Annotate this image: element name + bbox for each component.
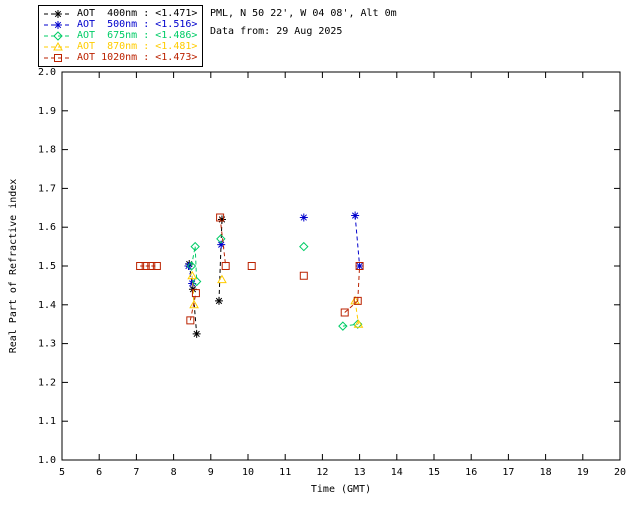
star-marker-icon [54,9,62,18]
data-point [353,296,362,305]
x-tick-label: 14 [391,467,403,478]
data-point [184,262,193,270]
y-tick-label: 1.9 [38,106,56,117]
x-tick-label: 10 [242,467,254,478]
diamond-marker-icon [53,30,63,41]
data-point [217,240,226,249]
series-line [344,300,359,313]
header-date: Data from: 29 Aug 2025 [210,26,343,37]
legend-row: AOT 870nm : <1.481> [43,41,197,52]
legend-line-sample-icon [44,53,72,62]
data-point [186,316,195,325]
data-point [216,234,226,244]
series-line [191,275,195,305]
legend-row: AOT 675nm : <1.486> [43,30,197,41]
star-marker-icon [54,20,62,29]
x-tick-label: 17 [502,467,514,478]
x-tick-label: 7 [133,467,139,478]
x-axis-label: Time (GMT) [311,484,371,495]
y-tick-label: 1.3 [38,339,56,350]
legend-label: AOT 870nm : <1.481> [77,41,198,52]
y-tick-label: 2.0 [38,67,56,78]
square-marker-icon [54,53,62,62]
series-line [342,323,358,327]
series-line [189,293,197,321]
legend-label: AOT 400nm : <1.471> [77,8,198,19]
legend-line-sample-icon [44,9,72,18]
series-line [192,289,198,334]
y-tick-label: 1.7 [38,183,56,194]
y-tick-label: 1.2 [38,377,56,388]
series-line [219,217,227,267]
legend-label: AOT 1020nm : <1.473> [77,52,198,63]
x-tick-label: 9 [208,467,214,478]
legend-row: AOT 1020nm : <1.473> [43,52,197,63]
data-point [299,271,308,280]
legend-line-sample-icon [44,20,72,29]
y-tick-label: 1.4 [38,300,56,311]
x-tick-label: 19 [577,467,589,478]
x-tick-label: 12 [316,467,328,478]
legend-label: AOT 500nm : <1.516> [77,19,198,30]
x-tick-label: 5 [59,467,65,478]
x-tick-label: 13 [354,467,366,478]
x-tick-label: 20 [614,467,626,478]
series-line [354,215,361,267]
data-point [152,262,161,270]
legend-label: AOT 675nm : <1.486> [77,30,198,41]
y-tick-label: 1.6 [38,222,56,233]
data-point [192,329,201,338]
data-point [353,319,364,328]
legend: AOT 400nm : <1.471> AOT 500nm : <1.516> AO… [38,5,204,67]
legend-line-sample-icon [44,30,72,41]
data-point [186,261,197,271]
series-line [194,246,198,282]
triangle-marker-icon [53,41,63,50]
data-point [351,211,360,220]
data-point [340,308,349,317]
series-line [357,265,361,301]
data-point [299,241,309,252]
legend-row: AOT 500nm : <1.516> [43,19,197,30]
y-tick-label: 1.0 [38,455,56,466]
data-point [355,262,364,270]
y-tick-label: 1.5 [38,261,56,272]
x-tick-label: 11 [279,467,291,478]
x-tick-label: 6 [96,467,102,478]
data-point [191,276,202,287]
legend-line-sample-icon [44,41,72,50]
data-point [217,215,226,224]
data-point [191,289,200,298]
data-point [247,262,256,270]
data-point [299,213,308,222]
y-tick-label: 1.8 [38,145,56,156]
legend-row: AOT 400nm : <1.471> [43,8,197,19]
x-tick-label: 16 [465,467,477,478]
data-point [355,262,364,270]
data-point [338,321,348,331]
data-point [187,270,198,280]
x-tick-label: 18 [540,467,552,478]
y-axis-label: Real Part of Refractive index [8,179,19,354]
data-point [190,241,200,252]
data-point [216,213,225,222]
data-point [221,262,230,270]
x-tick-label: 8 [171,467,177,478]
y-tick-label: 1.1 [38,416,56,427]
header-site: PML, N 50 22', W 04 08', Alt 0m [210,8,397,19]
data-point [217,274,227,284]
x-tick-label: 15 [428,467,440,478]
data-point [214,296,223,305]
data-point [189,299,199,309]
